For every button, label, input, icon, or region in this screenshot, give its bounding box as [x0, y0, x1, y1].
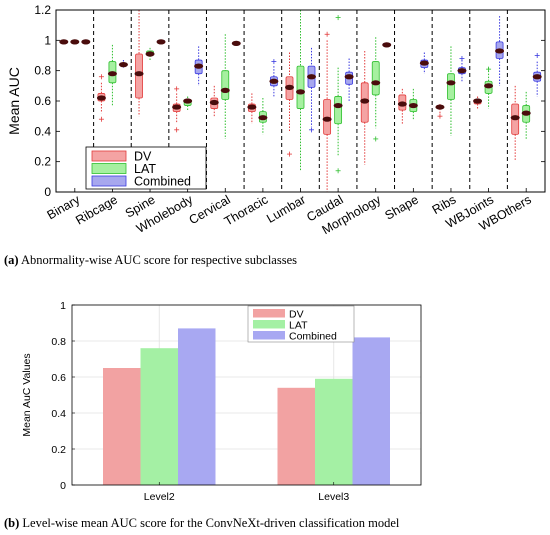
bar: [140, 348, 178, 485]
median-marker: [183, 98, 193, 104]
median-marker: [495, 48, 505, 54]
median-marker: [156, 39, 166, 45]
median-marker: [322, 116, 332, 122]
box: [334, 96, 343, 125]
y-tick-label: 0.2: [51, 444, 66, 456]
legend-label: LAT: [289, 320, 308, 332]
legend-swatch: [91, 150, 127, 162]
median-marker: [333, 102, 343, 109]
x-tick-label: Thoracic: [222, 192, 271, 228]
median-marker: [145, 51, 155, 57]
median-marker: [457, 68, 467, 74]
caption-b-text: Level-wise mean AUC score for the ConvNe…: [19, 516, 400, 530]
median-marker: [419, 60, 429, 66]
y-tick-label: 0.4: [51, 408, 66, 420]
median-marker: [96, 95, 106, 101]
legend-label: Combined: [289, 331, 337, 343]
median-marker: [435, 104, 445, 110]
median-marker: [408, 102, 418, 109]
median-marker: [484, 83, 494, 89]
axes-frame: [71, 304, 422, 486]
median-marker: [307, 74, 316, 80]
median-marker: [446, 80, 456, 86]
median-marker: [397, 101, 407, 107]
y-axis-label: Mean AuC Values: [21, 353, 33, 436]
median-marker: [269, 78, 279, 84]
median-marker: [360, 98, 370, 104]
x-tick-label: Lumbar: [264, 192, 308, 225]
legend-swatch: [253, 309, 285, 318]
median-marker: [344, 74, 354, 80]
x-tick-label: Level3: [318, 491, 349, 503]
median-marker: [134, 71, 144, 77]
y-tick-label: 0: [44, 185, 51, 199]
median-marker: [107, 71, 117, 77]
legend-label: Combined: [134, 175, 191, 189]
median-marker: [172, 104, 182, 110]
median-marker: [194, 63, 204, 69]
median-marker: [371, 80, 381, 86]
median-marker: [510, 115, 520, 121]
caption-a-text: Abnormality-wise AUC score for respectiv…: [18, 253, 297, 267]
legend-label: LAT: [134, 162, 156, 176]
legend-swatch: [91, 175, 127, 187]
median-marker: [209, 99, 219, 106]
median-marker: [258, 115, 268, 121]
bar: [352, 337, 390, 485]
box: [447, 73, 455, 100]
median-marker: [532, 74, 542, 80]
y-tick-label: 0.6: [51, 372, 66, 384]
caption-b: (b) Level-wise mean AUC score for the Co…: [4, 516, 399, 531]
bar-chart: 0 0.2 0.4 0.6 0.8 1 Level2 Level3 Mean AuC Value…: [21, 300, 422, 503]
median-marker: [285, 84, 294, 90]
median-marker: [220, 87, 230, 93]
box: [221, 70, 230, 100]
y-tick-label: 0.4: [34, 124, 51, 138]
bar: [103, 368, 141, 485]
y-tick-label: 0.2: [34, 155, 51, 169]
box: [371, 61, 380, 96]
bar: [277, 387, 315, 485]
bar: [178, 328, 216, 485]
median-marker: [70, 39, 80, 45]
median-marker: [231, 40, 241, 46]
legend-swatch: [253, 320, 285, 329]
caption-a: (a) Abnormality-wise AUC score for respe…: [4, 253, 297, 268]
box: [296, 65, 305, 109]
x-tick-label: Shape: [383, 192, 421, 222]
legend-label: DV: [289, 309, 304, 321]
median-marker: [382, 42, 392, 48]
y-axis-label: Mean AUC: [6, 67, 22, 135]
median-marker: [118, 62, 128, 68]
caption-b-tag: (b): [4, 516, 20, 530]
y-tick-label: 1: [60, 300, 66, 312]
caption-a-tag: (a): [4, 253, 19, 267]
legend-swatch: [253, 331, 285, 340]
y-tick-label: 0: [60, 480, 66, 492]
y-tick-label: 0.6: [34, 94, 51, 108]
legend-label: DV: [134, 150, 152, 164]
median-marker: [247, 104, 257, 110]
y-tick-label: 0.8: [51, 336, 66, 348]
x-tick-label: Level2: [144, 491, 175, 503]
y-tick-label: 0.8: [34, 64, 51, 78]
median-marker: [59, 39, 69, 45]
median-marker: [473, 98, 483, 104]
y-tick-label: 1: [44, 33, 51, 47]
y-tick-label: 1.2: [34, 3, 51, 17]
median-marker: [81, 39, 91, 45]
bar: [315, 378, 353, 485]
median-marker: [521, 110, 531, 116]
median-marker: [296, 89, 305, 95]
x-tick-label: Ribcage: [73, 192, 120, 227]
legend-swatch: [91, 163, 127, 174]
